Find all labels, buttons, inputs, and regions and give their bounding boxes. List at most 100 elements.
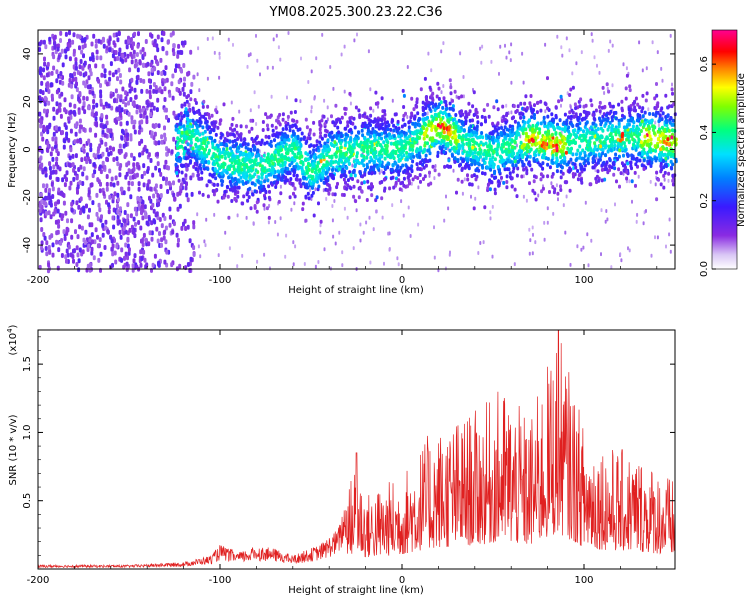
spectrogram-cell bbox=[278, 112, 282, 117]
spectrogram-cell bbox=[638, 151, 642, 156]
spectrogram-cell bbox=[288, 128, 292, 133]
spectrogram-cell bbox=[73, 139, 77, 145]
spectrogram-cell bbox=[223, 156, 227, 160]
spectrogram-cell bbox=[168, 222, 172, 228]
spectrogram-cell bbox=[668, 217, 671, 222]
spectrogram-cell bbox=[641, 93, 645, 98]
spectrogram-cell bbox=[177, 237, 180, 243]
spectrogram-cell bbox=[442, 41, 445, 46]
spectrogram-cell bbox=[102, 191, 106, 196]
spectrogram-cell bbox=[141, 207, 145, 213]
spectrogram-cell bbox=[138, 197, 142, 203]
spectrogram-cell bbox=[334, 103, 338, 108]
spectrogram-cell bbox=[98, 207, 102, 213]
spectrogram-cell bbox=[299, 137, 303, 142]
spectrogram-cell bbox=[44, 246, 48, 251]
spectrogram-cell bbox=[560, 97, 564, 102]
spectrogram-cell bbox=[74, 65, 78, 71]
spectrogram-cell bbox=[130, 119, 134, 125]
spectrogram-cell bbox=[579, 97, 583, 102]
spectrogram-cell bbox=[389, 141, 393, 146]
spectrogram-cell bbox=[496, 143, 500, 148]
spectrogram-cell bbox=[111, 251, 115, 257]
spectrogram-cell bbox=[48, 161, 52, 167]
spectrogram-cell bbox=[567, 125, 571, 130]
spectrogram-cell bbox=[293, 186, 297, 191]
spectrogram-cell bbox=[213, 50, 216, 55]
spectrogram-cell bbox=[471, 139, 475, 144]
spectrogram-cell bbox=[582, 167, 586, 172]
spectrogram-cell bbox=[160, 89, 164, 95]
spectrogram-cell bbox=[230, 100, 233, 105]
spectrogram-cell bbox=[630, 179, 634, 184]
spectrogram-cell bbox=[105, 45, 109, 51]
spectrogram-cell bbox=[293, 201, 296, 206]
spectrogram-cell bbox=[147, 179, 151, 185]
spectrogram-cell bbox=[295, 173, 299, 178]
spectrogram-cell bbox=[78, 224, 82, 230]
spectrogram-cell bbox=[90, 222, 94, 228]
spectrogram-cell bbox=[627, 135, 631, 140]
spectrogram-cell bbox=[94, 38, 98, 44]
spectrogram-cell bbox=[201, 125, 205, 130]
spectrogram-cell bbox=[75, 200, 79, 206]
spectrogram-cell bbox=[670, 166, 674, 171]
spectrogram-cell bbox=[192, 224, 196, 230]
spectrogram-cell bbox=[559, 175, 563, 180]
spectrogram-cell bbox=[108, 36, 112, 42]
spectrogram-cell bbox=[126, 236, 130, 242]
spectrogram-cell bbox=[78, 45, 81, 51]
spectrogram-cell bbox=[110, 105, 114, 111]
spectrogram-cell bbox=[510, 80, 513, 85]
spectrogram-cell bbox=[636, 141, 640, 146]
spectrogram-cell bbox=[256, 58, 259, 63]
spectrogram-cell bbox=[85, 79, 89, 85]
spectrogram-cell bbox=[560, 45, 563, 50]
spectrogram-cell bbox=[137, 202, 141, 208]
spectrogram-cell bbox=[233, 138, 237, 143]
spectrogram-cell bbox=[656, 50, 659, 55]
spectrogram-cell bbox=[425, 134, 429, 139]
spectrogram-cell bbox=[96, 234, 99, 240]
spectrogram-cell bbox=[65, 177, 68, 182]
spectrogram-cell bbox=[326, 105, 329, 110]
spectrogram-cell bbox=[122, 230, 126, 236]
spectrogram-cell bbox=[176, 53, 180, 59]
spectrogram-cell bbox=[411, 147, 415, 152]
spectrogram-cell bbox=[68, 42, 72, 48]
spectrogram-cell bbox=[111, 243, 115, 249]
spectrogram-cell bbox=[332, 144, 336, 148]
spectrogram-cell bbox=[131, 174, 135, 180]
spectrogram-cell bbox=[123, 218, 126, 224]
spectrogram-cell bbox=[323, 122, 327, 127]
spectrogram-cell bbox=[181, 86, 185, 92]
spectrogram-cell bbox=[417, 185, 420, 190]
spectrogram-cell bbox=[145, 100, 149, 105]
spectrogram-cell bbox=[132, 124, 136, 130]
spectrogram-cell bbox=[410, 169, 414, 174]
spectrogram-cell bbox=[635, 219, 638, 224]
spectrogram-cell bbox=[72, 109, 76, 115]
spectrogram-cell bbox=[331, 168, 334, 172]
spectrogram-cell bbox=[55, 78, 59, 84]
spectrogram-cell bbox=[114, 175, 118, 181]
spectrogram-cell bbox=[496, 107, 500, 112]
spectrogram-cell bbox=[261, 188, 264, 193]
spectrogram-cell bbox=[582, 129, 585, 134]
spectrogram-cell bbox=[141, 199, 145, 205]
spectrogram-cell bbox=[594, 108, 598, 113]
spectrogram-cell bbox=[256, 259, 259, 264]
spectrogram-cell bbox=[174, 63, 178, 69]
spectrogram-cell bbox=[92, 255, 96, 261]
spectrogram-cell bbox=[385, 133, 389, 138]
spectrogram-cell bbox=[130, 181, 134, 187]
spectrogram-cell bbox=[482, 108, 486, 113]
spectrogram-cell bbox=[415, 104, 419, 109]
spectrogram-cell bbox=[120, 107, 124, 113]
spectrogram-cell bbox=[344, 180, 347, 185]
spectrogram-cell bbox=[662, 185, 666, 190]
spectrogram-cell bbox=[481, 135, 485, 140]
spectrogram-cell bbox=[113, 250, 117, 256]
spectrogram-cell bbox=[481, 44, 484, 49]
spectrogram-cell bbox=[174, 68, 177, 73]
